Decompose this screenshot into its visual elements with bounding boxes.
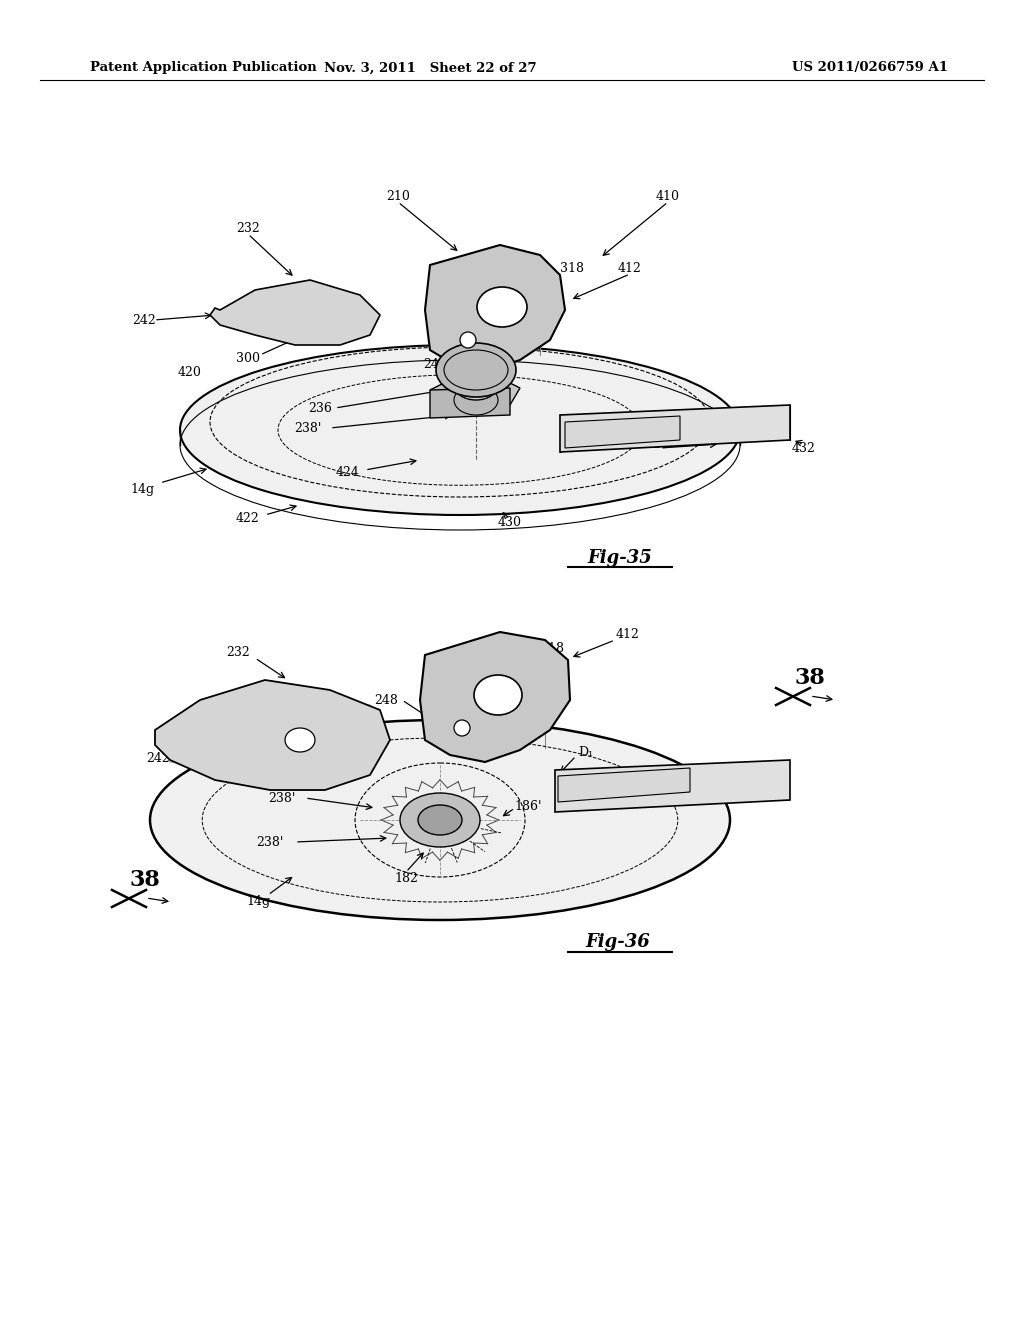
- Text: 318: 318: [560, 261, 584, 275]
- Ellipse shape: [460, 333, 476, 348]
- Text: 182: 182: [394, 871, 418, 884]
- Text: 238': 238': [256, 836, 284, 849]
- Text: 432: 432: [792, 441, 816, 454]
- Text: D₁: D₁: [652, 437, 668, 450]
- Text: US 2011/0266759 A1: US 2011/0266759 A1: [792, 62, 948, 74]
- Text: 38: 38: [795, 667, 825, 689]
- Ellipse shape: [436, 343, 516, 397]
- Text: 248: 248: [374, 693, 398, 706]
- Text: D₁: D₁: [579, 746, 594, 759]
- Text: 186': 186': [514, 800, 542, 813]
- Polygon shape: [430, 388, 510, 418]
- Text: 14g: 14g: [246, 895, 270, 908]
- Text: Fig-35: Fig-35: [588, 549, 652, 568]
- Ellipse shape: [285, 729, 315, 752]
- Text: 242: 242: [146, 751, 170, 764]
- Text: Nov. 3, 2011   Sheet 22 of 27: Nov. 3, 2011 Sheet 22 of 27: [324, 62, 537, 74]
- Text: 242: 242: [132, 314, 156, 326]
- Ellipse shape: [418, 805, 462, 836]
- Polygon shape: [555, 760, 790, 812]
- Text: 248: 248: [423, 359, 446, 371]
- Text: 232: 232: [226, 645, 250, 659]
- Text: 14f: 14f: [708, 763, 728, 776]
- Text: 238': 238': [268, 792, 296, 804]
- Text: Patent Application Publication: Patent Application Publication: [90, 62, 316, 74]
- Text: 14f: 14f: [728, 408, 749, 421]
- Polygon shape: [210, 280, 380, 345]
- Text: 410: 410: [656, 190, 680, 202]
- Ellipse shape: [400, 793, 480, 847]
- Polygon shape: [425, 246, 565, 370]
- Text: 412: 412: [618, 261, 642, 275]
- Polygon shape: [420, 632, 570, 762]
- Text: 424: 424: [336, 466, 360, 479]
- Text: Fig-36: Fig-36: [586, 933, 650, 950]
- Text: 14g: 14g: [130, 483, 154, 496]
- Ellipse shape: [150, 719, 730, 920]
- Text: 318: 318: [540, 642, 564, 655]
- Polygon shape: [558, 768, 690, 803]
- Ellipse shape: [477, 286, 527, 327]
- Polygon shape: [430, 378, 520, 411]
- Text: 420: 420: [178, 366, 202, 379]
- Text: 412: 412: [616, 627, 640, 640]
- Text: 238': 238': [294, 421, 322, 434]
- Ellipse shape: [180, 345, 740, 515]
- Polygon shape: [560, 405, 790, 451]
- Ellipse shape: [474, 675, 522, 715]
- Polygon shape: [155, 680, 390, 789]
- Text: 232: 232: [237, 222, 260, 235]
- Text: 422: 422: [237, 511, 260, 524]
- Text: 300: 300: [236, 351, 260, 364]
- Text: 210: 210: [386, 190, 410, 202]
- Text: 430: 430: [498, 516, 522, 529]
- Ellipse shape: [454, 370, 498, 400]
- Ellipse shape: [454, 719, 470, 737]
- Text: 236: 236: [308, 401, 332, 414]
- Text: 38: 38: [130, 869, 161, 891]
- Polygon shape: [565, 416, 680, 447]
